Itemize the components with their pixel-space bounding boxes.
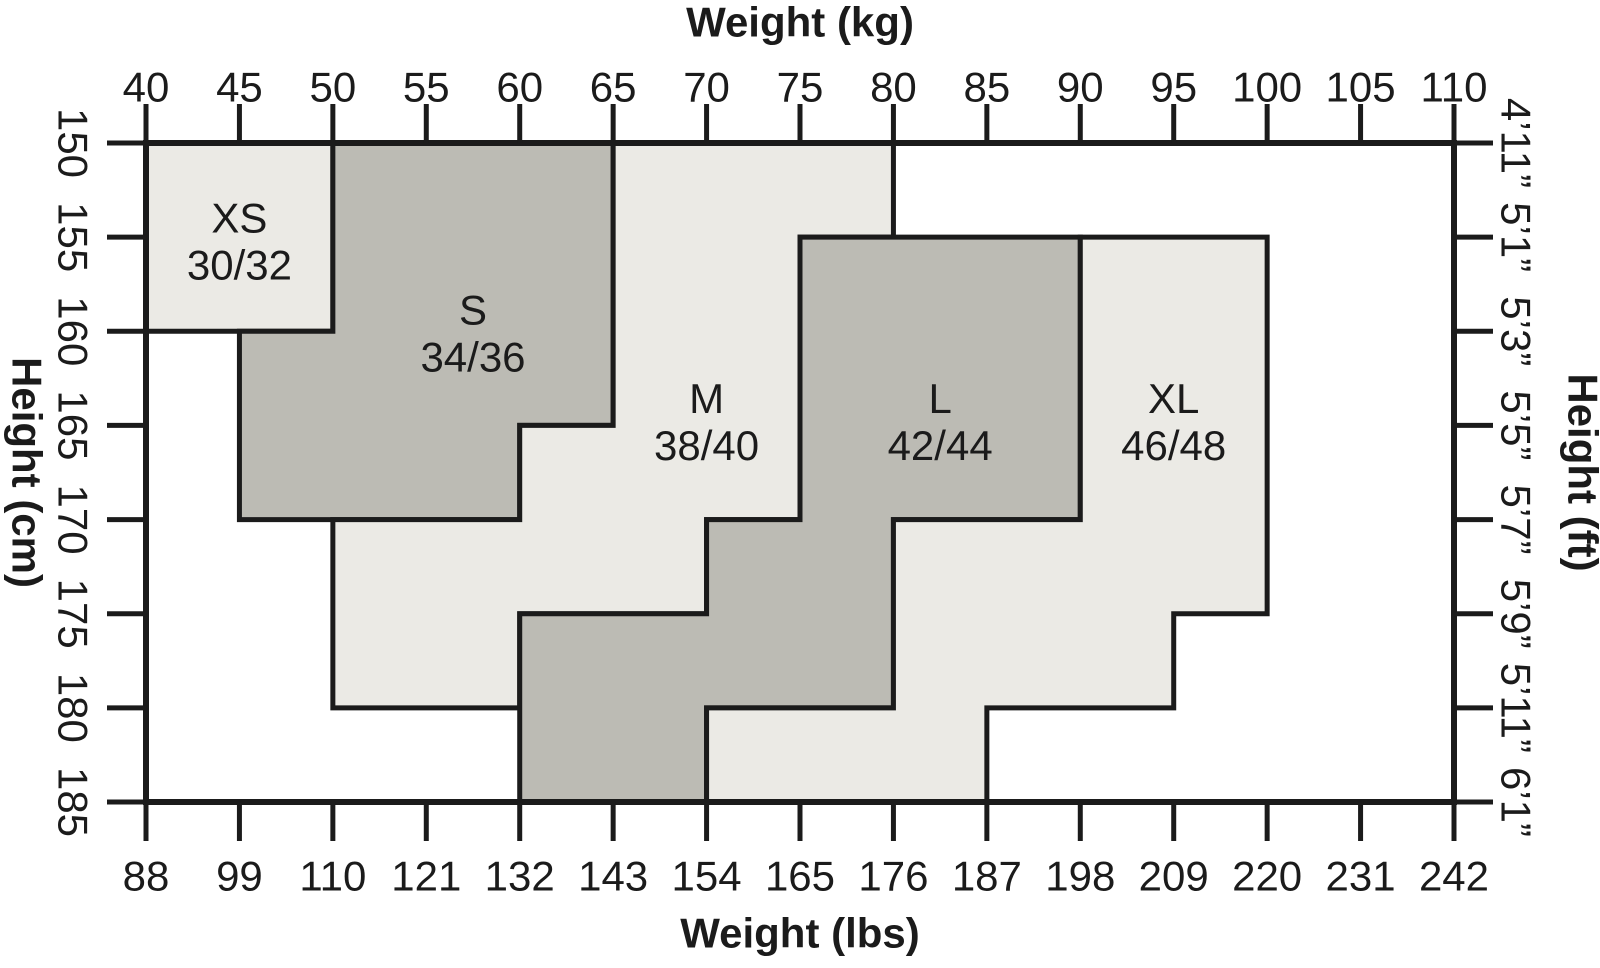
right-tick-label: 6’1”	[1493, 767, 1540, 837]
bottom-tick-label: 88	[123, 853, 170, 900]
axis-titles: Weight (kg) Weight (lbs) Height (cm) Height…	[4, 0, 1600, 957]
top-tick-label: 100	[1232, 64, 1302, 111]
top-tick-label: 85	[963, 64, 1010, 111]
region-label-l: L	[928, 375, 951, 422]
right-tick-label: 5’11”	[1493, 663, 1540, 753]
top-axis-title: Weight (kg)	[686, 0, 914, 46]
bottom-tick-label: 187	[952, 853, 1022, 900]
bottom-axis-title: Weight (lbs)	[680, 910, 920, 957]
right-tick-label: 5’9”	[1493, 579, 1540, 649]
left-tick-label: 150	[50, 108, 97, 178]
right-tick-label: 5’1”	[1493, 202, 1540, 272]
region-sublabel-xl: 46/48	[1121, 422, 1226, 469]
top-tick-label: 80	[870, 64, 917, 111]
bottom-tick-label: 242	[1419, 853, 1489, 900]
bottom-tick-label: 165	[765, 853, 835, 900]
right-tick-label: 5’3”	[1493, 296, 1540, 366]
bottom-tick-label: 154	[672, 853, 742, 900]
bottom-tick-label: 143	[578, 853, 648, 900]
bottom-tick-label: 110	[299, 853, 366, 900]
bottom-tick-label: 231	[1326, 853, 1396, 900]
right-tick-label: 5’7”	[1493, 485, 1540, 555]
bottom-tick-label: 99	[216, 853, 263, 900]
region-sublabel-m: 38/40	[654, 422, 759, 469]
region-label-s: S	[459, 287, 487, 334]
top-tick-label: 110	[1421, 64, 1488, 111]
axis-tick-labels: 40 88 45 99 50 110 55 121 60 132 65 143 70 154 75 165 80…	[50, 64, 1540, 900]
bottom-tick-label: 176	[858, 853, 928, 900]
left-tick-label: 160	[50, 296, 97, 366]
top-tick-label: 50	[309, 64, 356, 111]
chart-regions	[143, 140, 1270, 805]
axis-ticks	[107, 104, 1493, 841]
left-tick-label: 165	[50, 390, 97, 460]
top-tick-label: 70	[683, 64, 730, 111]
right-tick-label: 4’11”	[1493, 98, 1540, 188]
left-axis-title: Height (cm)	[4, 357, 51, 588]
top-tick-label: 65	[590, 64, 637, 111]
region-sublabel-xs: 30/32	[187, 241, 292, 288]
left-tick-label: 180	[50, 673, 97, 743]
region-label-xl: XL	[1148, 375, 1199, 422]
top-tick-label: 55	[403, 64, 450, 111]
top-tick-label: 45	[216, 64, 263, 111]
region-sublabel-s: 34/36	[420, 334, 525, 381]
bottom-tick-label: 209	[1139, 853, 1209, 900]
region-label-xs: XS	[211, 194, 267, 241]
top-tick-label: 40	[123, 64, 170, 111]
top-tick-label: 95	[1150, 64, 1197, 111]
region-sublabel-l: 42/44	[888, 422, 993, 469]
top-tick-label: 60	[496, 64, 543, 111]
left-tick-label: 185	[50, 767, 97, 837]
top-tick-label: 75	[777, 64, 824, 111]
top-tick-label: 105	[1326, 64, 1396, 111]
top-tick-label: 90	[1057, 64, 1104, 111]
left-tick-label: 170	[50, 485, 97, 555]
left-tick-label: 175	[50, 579, 97, 649]
bottom-tick-label: 121	[391, 853, 461, 900]
right-axis-title: Height (ft)	[1560, 373, 1600, 571]
bottom-tick-label: 132	[485, 853, 555, 900]
bottom-tick-label: 198	[1045, 853, 1115, 900]
region-label-m: M	[689, 375, 724, 422]
left-tick-label: 155	[50, 202, 97, 272]
right-tick-label: 5’5”	[1493, 390, 1540, 460]
bottom-tick-label: 220	[1232, 853, 1302, 900]
